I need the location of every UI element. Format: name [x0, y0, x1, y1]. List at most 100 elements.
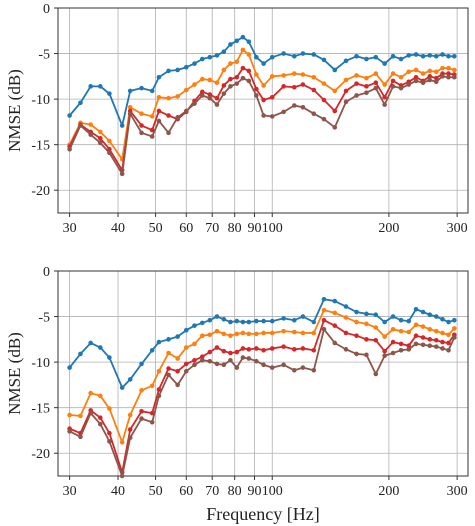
series-3 — [67, 317, 457, 475]
data-point — [321, 327, 327, 332]
data-point — [269, 54, 275, 60]
data-point — [300, 82, 306, 87]
data-point — [240, 47, 246, 53]
data-point — [234, 81, 240, 86]
data-point — [452, 326, 457, 331]
y-tick-label: 0 — [43, 265, 50, 280]
data-point — [281, 362, 286, 368]
data-point — [261, 362, 266, 368]
data-point — [221, 49, 227, 55]
data-point — [427, 337, 433, 342]
data-point — [67, 429, 72, 434]
x-tick-label: 60 — [179, 221, 193, 236]
y-tick-label: -20 — [31, 447, 50, 462]
data-point — [452, 317, 457, 323]
data-point — [427, 343, 433, 349]
series-line — [69, 309, 455, 444]
data-point — [175, 67, 180, 73]
data-point — [291, 53, 297, 59]
data-point — [321, 317, 327, 323]
data-point — [192, 101, 197, 106]
data-point — [166, 95, 171, 101]
data-point — [200, 333, 205, 338]
data-point — [343, 58, 349, 64]
data-point — [332, 323, 338, 328]
series-line — [68, 75, 455, 175]
x-tick-label: 90 — [248, 221, 262, 236]
data-point — [343, 347, 349, 352]
data-point — [291, 347, 297, 352]
data-point — [321, 116, 327, 122]
data-point — [127, 427, 133, 432]
series-4 — [67, 74, 457, 177]
data-point — [97, 84, 103, 89]
data-point — [78, 413, 83, 419]
series-1 — [67, 34, 457, 128]
data-point — [382, 319, 387, 325]
data-point — [427, 74, 433, 79]
data-point — [192, 357, 197, 363]
data-point — [364, 321, 369, 327]
data-point — [88, 122, 93, 127]
data-point — [343, 77, 349, 83]
data-point — [192, 61, 197, 66]
x-tick-label: 30 — [63, 221, 77, 236]
x-tick-label: 40 — [111, 221, 125, 236]
data-point — [354, 53, 359, 59]
data-point — [78, 123, 83, 128]
data-point — [127, 377, 133, 382]
data-point — [246, 52, 252, 57]
data-point — [234, 59, 240, 65]
data-point — [398, 85, 404, 91]
data-point — [398, 317, 404, 323]
data-point — [254, 331, 259, 337]
data-point — [311, 347, 317, 353]
data-point — [291, 329, 297, 335]
data-point — [452, 74, 457, 80]
data-point — [300, 51, 306, 56]
data-point — [261, 83, 266, 88]
data-point — [175, 334, 180, 339]
data-point — [166, 130, 171, 136]
data-point — [214, 53, 220, 58]
series-1 — [67, 296, 457, 390]
data-point — [234, 349, 240, 355]
data-point — [246, 68, 252, 74]
data-point — [427, 53, 433, 58]
data-point — [354, 73, 359, 78]
data-point — [440, 65, 445, 71]
x-tick-label: 200 — [378, 221, 399, 236]
series-line — [69, 328, 456, 477]
data-point — [254, 358, 259, 364]
data-point — [139, 361, 144, 367]
data-point — [343, 304, 349, 309]
data-point — [406, 347, 412, 352]
data-point — [446, 74, 451, 80]
data-point — [246, 347, 252, 352]
data-point — [261, 97, 266, 103]
data-point — [214, 314, 220, 319]
data-point — [433, 53, 439, 59]
data-point — [254, 93, 259, 98]
data-point — [183, 327, 189, 333]
data-point — [97, 345, 103, 350]
data-point — [373, 312, 379, 318]
data-point — [373, 325, 379, 330]
data-point — [207, 54, 213, 60]
data-point — [221, 83, 227, 88]
data-point — [354, 309, 359, 315]
data-point — [269, 365, 275, 370]
data-point — [156, 118, 162, 124]
x-tick-label: 70 — [205, 484, 219, 499]
data-point — [127, 88, 133, 94]
data-point — [207, 77, 213, 83]
x-tick-label: 300 — [447, 484, 468, 499]
y-tick-label: -20 — [31, 184, 50, 199]
data-point — [354, 351, 359, 357]
data-point — [440, 339, 445, 345]
data-point — [420, 71, 426, 76]
data-point — [254, 318, 259, 324]
data-point — [382, 94, 387, 100]
data-point — [269, 94, 275, 100]
